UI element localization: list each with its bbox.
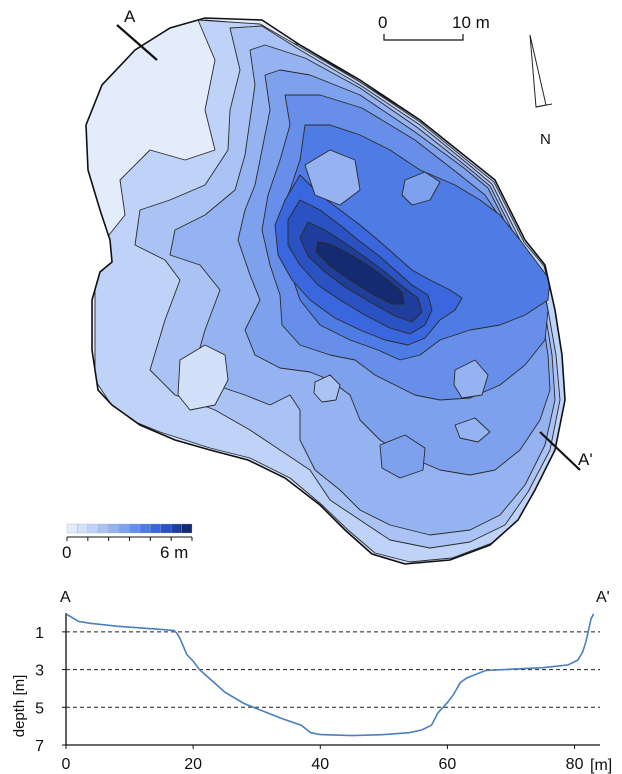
shallow-patch <box>304 149 361 206</box>
y-tick-label: 3 <box>35 663 44 680</box>
legend-swatch <box>160 523 172 534</box>
pond-outline <box>85 17 566 565</box>
depth-profile-line <box>65 613 595 737</box>
section-marker-a <box>116 24 158 61</box>
depth-zone-11 <box>315 241 405 305</box>
section-label-a: A <box>124 7 136 26</box>
section-label-a-prime: A' <box>578 450 593 469</box>
legend-swatch <box>150 523 161 534</box>
x-tick-label: 60 <box>439 756 457 773</box>
y-axis-label: depth [m] <box>11 675 28 738</box>
x-tick-label: 20 <box>184 756 202 773</box>
legend-swatch <box>87 523 99 534</box>
legend-swatch <box>66 523 78 534</box>
y-tick-label: 1 <box>35 625 44 642</box>
scale-bar: 0 10 m <box>378 13 490 41</box>
shallow-patch <box>454 417 491 443</box>
legend-swatch <box>171 523 182 534</box>
profile-axes <box>65 613 600 746</box>
x-tick-label: 0 <box>62 756 71 773</box>
legend-swatch <box>108 523 120 534</box>
legend-swatch <box>139 523 151 534</box>
bathymetric-map: A A' 0 10 m N 0 6 m <box>62 7 593 565</box>
north-arrow-icon: N <box>529 34 553 148</box>
shallow-patch <box>401 171 441 206</box>
depth-contours <box>86 18 565 564</box>
legend-swatch <box>77 523 88 534</box>
legend-swatch <box>98 523 109 534</box>
y-tick-label: 5 <box>35 700 44 717</box>
x-tick-label: 80 <box>566 756 584 773</box>
x-tick-label: 40 <box>311 756 329 773</box>
profile-start-label: A <box>60 589 71 606</box>
depth-legend-min: 0 <box>62 543 71 562</box>
depth-legend-max: 6 m <box>160 543 188 562</box>
depth-profile-chart: A A' depth [m] [m] 0 20 40 60 80 1 3 5 7 <box>11 589 612 774</box>
scale-bar-length: 10 m <box>452 13 490 32</box>
x-unit-label: [m] <box>590 757 612 774</box>
legend-swatch <box>181 523 193 534</box>
scale-bar-zero: 0 <box>378 13 387 32</box>
profile-end-label: A' <box>596 589 610 606</box>
depth-legend-swatches <box>66 523 193 534</box>
depth-legend: 0 6 m <box>62 523 193 562</box>
shallow-patch <box>177 344 229 411</box>
legend-swatch <box>118 523 130 534</box>
profile-tick-labels: 0 20 40 60 80 1 3 5 7 <box>35 625 583 773</box>
profile-series <box>65 613 595 737</box>
y-tick-label: 7 <box>35 738 44 755</box>
shallow-patch <box>313 374 341 403</box>
section-marker-a-prime <box>539 431 581 471</box>
north-label: N <box>540 131 551 148</box>
shallow-patch <box>379 434 426 479</box>
shallow-patch <box>453 359 489 399</box>
depth-legend-ticks <box>66 537 193 541</box>
legend-swatch <box>129 523 141 534</box>
